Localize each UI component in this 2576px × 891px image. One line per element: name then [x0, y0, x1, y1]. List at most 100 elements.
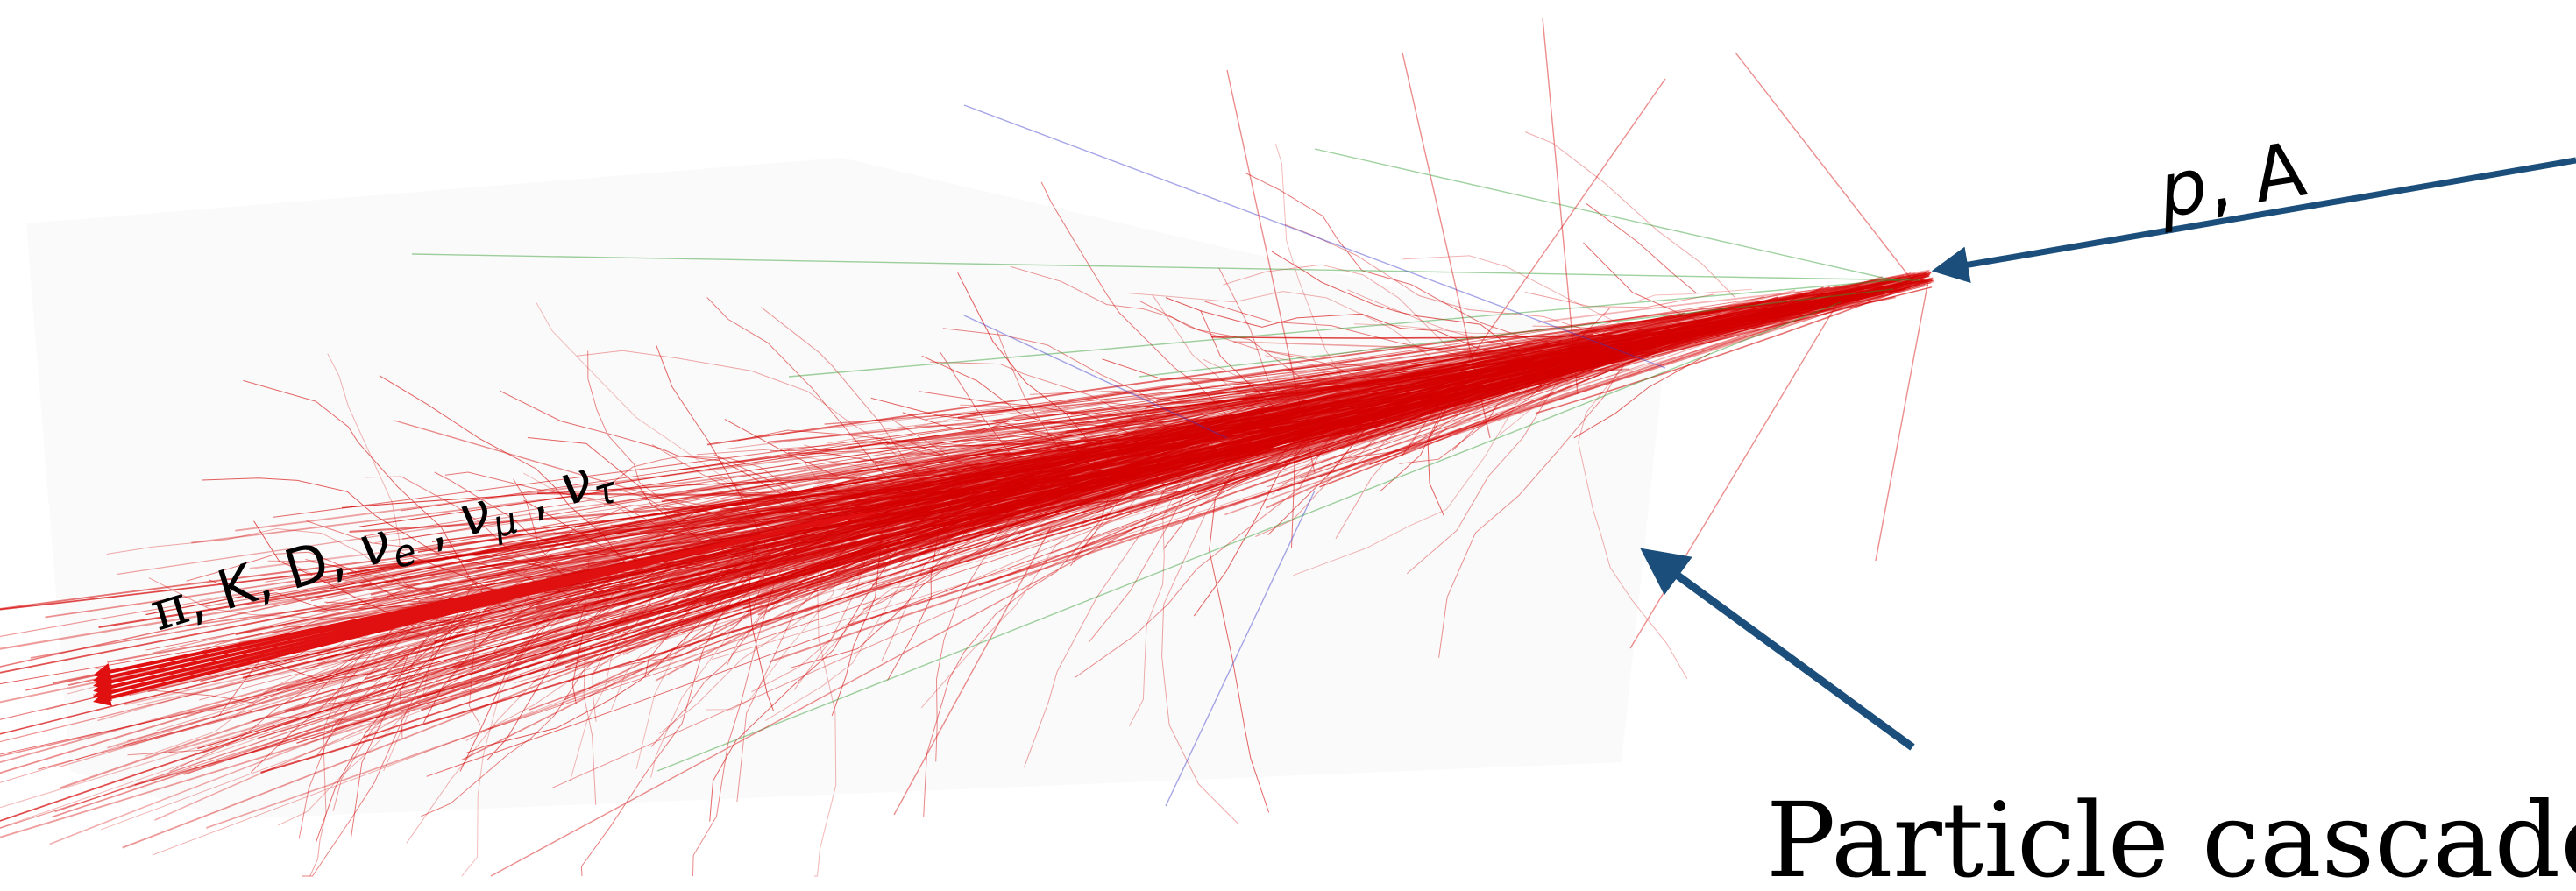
- shower-track: [258, 434, 1286, 739]
- shower-track: [98, 447, 1275, 629]
- halo-track: [1532, 325, 1657, 335]
- shower-track: [833, 449, 1159, 513]
- shower-track: [729, 336, 1735, 548]
- halo-track: [583, 559, 597, 805]
- halo-track: [490, 609, 578, 676]
- halo-track: [516, 560, 771, 635]
- halo-track: [254, 570, 635, 723]
- shower-track: [712, 279, 1930, 661]
- shower-track: [0, 484, 1029, 757]
- halo-track: [1578, 366, 1688, 680]
- long-track: [1735, 52, 1912, 279]
- halo-track: [610, 507, 932, 534]
- halo-track: [920, 475, 1151, 513]
- halo-track: [1406, 382, 1558, 575]
- shower-track: [542, 459, 1157, 647]
- halo-track: [821, 470, 1054, 492]
- halo-track: [737, 429, 1076, 487]
- shower-track: [251, 463, 982, 602]
- halo-track: [919, 477, 1021, 568]
- halo-track: [1477, 341, 1703, 415]
- shower-track: [0, 474, 1054, 809]
- shower-track: [52, 483, 987, 818]
- halo-track: [990, 418, 1352, 480]
- halo-track: [727, 493, 966, 666]
- halo-track: [106, 527, 500, 613]
- halo-track: [1101, 391, 1394, 404]
- shower-track: [1166, 315, 1770, 487]
- halo-track: [935, 455, 1092, 762]
- halo-track: [592, 575, 634, 722]
- halo-track: [748, 537, 774, 711]
- secondary-arrow-icon: [93, 519, 825, 706]
- halo-track: [870, 397, 1100, 460]
- halo-track: [875, 435, 1128, 463]
- halo-track: [327, 353, 423, 605]
- halo-track: [444, 471, 748, 535]
- shower-background-panel: [26, 158, 1665, 819]
- halo-track: [1291, 396, 1323, 548]
- halo-track: [202, 477, 571, 597]
- halo-track: [827, 409, 1238, 444]
- halo-track: [500, 390, 858, 520]
- shower-track: [988, 419, 1290, 467]
- halo-track: [1636, 288, 1752, 302]
- shower-track: [912, 411, 1326, 564]
- shower-track: [899, 294, 1841, 470]
- halo-track: [565, 506, 824, 548]
- long-track: [963, 315, 1228, 439]
- halo-track: [1075, 399, 1340, 678]
- halo-track: [1265, 355, 1552, 412]
- shower-track: [914, 421, 1294, 428]
- halo-track: [650, 502, 886, 747]
- shower-track: [925, 286, 1831, 421]
- halo-track: [1245, 172, 1600, 350]
- shower-track: [249, 487, 1090, 569]
- halo-track: [884, 503, 1035, 574]
- shower-track: [1156, 272, 1927, 402]
- shower-track: [0, 483, 1028, 650]
- shower-track: [1160, 335, 1668, 494]
- halo-track: [820, 447, 1131, 659]
- long-track: [1402, 52, 1491, 439]
- shower-track: [1051, 350, 1600, 554]
- shower-track: [637, 329, 1677, 634]
- halo-track: [1010, 265, 1391, 390]
- halo-track: [1112, 367, 1409, 467]
- halo-track: [1267, 378, 1495, 488]
- halo-track: [302, 629, 470, 709]
- shower-track: [1048, 313, 1801, 533]
- long-track: [1542, 17, 1579, 395]
- halo-track: [1534, 308, 1611, 394]
- halo-track: [923, 489, 1112, 817]
- halo-track: [713, 454, 927, 528]
- halo-track: [461, 598, 568, 877]
- halo-track: [536, 302, 779, 533]
- halo-track: [1208, 361, 1558, 437]
- halo-track: [383, 630, 507, 772]
- caption-text: Particle cascades i: [1766, 780, 2576, 891]
- shower-track: [417, 461, 997, 553]
- halo-track: [659, 541, 883, 734]
- halo-track: [1327, 338, 1655, 427]
- halo-track: [1163, 438, 1309, 549]
- primary-label-rest: , A: [2200, 126, 2312, 229]
- halo-track: [1125, 291, 1515, 385]
- halo-track: [406, 554, 656, 844]
- halo-track: [186, 618, 430, 715]
- long-track: [656, 301, 1842, 772]
- shower-track: [486, 316, 1768, 580]
- halo-track: [656, 345, 770, 553]
- halo-track: [208, 579, 451, 611]
- halo-track: [309, 611, 418, 877]
- halo-track: [1165, 297, 1505, 360]
- halo-track: [787, 452, 1155, 482]
- halo-track: [942, 328, 1281, 443]
- halo-track: [317, 624, 462, 665]
- halo-track: [789, 512, 1017, 669]
- halo-track: [711, 476, 819, 520]
- halo-track: [298, 620, 472, 839]
- primary-arrow-icon: [1931, 157, 2576, 284]
- halo-track: [422, 576, 595, 724]
